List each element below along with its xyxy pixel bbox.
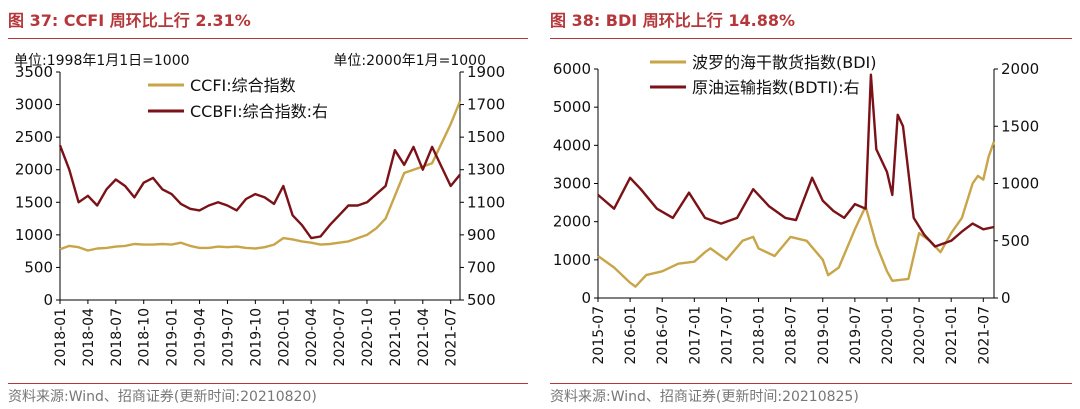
y-right-tick-label: 1500 [467,128,505,146]
y-left-tick-label: 6000 [553,60,591,78]
x-tick-label: 2018-04 [81,308,97,367]
unit-right-label: 单位:2000年1月=1000 [333,53,486,69]
x-tick-label: 2020-01 [880,306,896,365]
x-tick-label: 2021-07 [444,308,460,367]
y-right-tick-label: 0 [1001,289,1011,307]
y-left-tick-label: 500 [24,258,53,276]
y-right-tick-label: 1300 [467,161,505,179]
y-right-tick-label: 700 [467,258,496,276]
y-left-tick-label: 5000 [553,98,591,116]
x-tick-label: 2018-01 [53,308,69,367]
series-line-0 [597,141,996,288]
series-line-1 [597,73,995,248]
y-left-tick-label: 1500 [15,193,53,211]
top-rule [550,38,1072,39]
x-tick-label: 2019-04 [193,308,209,367]
y-right-tick-label: 900 [467,226,496,244]
legend-label: 波罗的海干散货指数(BDI) [692,53,877,72]
y-right-tick-label: 1100 [467,193,505,211]
unit-left-label: 单位:1998年1月1日=1000 [14,53,190,69]
y-left-tick-label: 1000 [15,226,53,244]
y-right-tick-label: 1900 [467,63,505,81]
x-tick-label: 2020-04 [304,308,320,367]
y-left-tick-label: 0 [581,289,591,307]
y-left-tick-label: 2500 [15,128,53,146]
x-tick-label: 2020-10 [360,308,376,367]
y-left-tick-label: 2000 [15,161,53,179]
bottom-rule [8,383,528,384]
y-left-tick-label: 4000 [553,136,591,154]
x-tick-label: 2020-01 [276,308,292,367]
y-left-tick-label: 0 [43,291,53,309]
figure-title: 图 37: CCFI 周环比上行 2.31% [8,11,251,30]
x-tick-label: 2017-07 [719,306,735,365]
legend-label: CCFI:综合指数 [190,76,296,95]
x-tick-label: 2019-10 [248,308,264,367]
bdi-chart: 0 1000 2000 3000 4000 5000 6000 0 500 1000 1500 200… [553,53,1039,365]
x-tick-label: 2016-07 [655,306,671,365]
x-tick-label: 2018-10 [137,308,153,367]
y-left-tick-label: 3000 [553,175,591,193]
x-tick-label: 2018-07 [784,306,800,365]
x-tick-label: 2018-07 [109,308,125,367]
x-tick-label: 2018-01 [752,306,768,365]
y-left-tick-label: 3500 [15,63,53,81]
x-tick-label: 2019-01 [165,308,181,367]
x-tick-label: 2019-07 [220,308,236,367]
x-tick-label: 2020-07 [912,306,928,365]
x-tick-label: 2016-01 [623,306,639,365]
x-tick-label: 2021-07 [976,306,992,365]
source-note: 资料来源:Wind、招商证券(更新时间:20210820) [8,389,317,405]
x-tick-label: 2017-01 [687,306,703,365]
x-tick-label: 2019-07 [848,306,864,365]
y-left-tick-label: 1000 [553,251,591,269]
series-line-1 [58,144,461,240]
legend-label: 原油运输指数(BDTI):右 [692,78,860,97]
x-tick-label: 2019-01 [816,306,832,365]
figure-38: 图 38: BDI 周环比上行 14.88% 0 1000 2000 3000 4000… [550,0,1072,409]
series-line-0 [59,100,462,252]
y-right-tick-label: 1500 [1001,117,1039,135]
figure-title: 图 38: BDI 周环比上行 14.88% [550,11,796,30]
y-right-tick-label: 500 [1001,232,1030,250]
x-tick-label: 2020-07 [332,308,348,367]
bottom-rule [550,383,1072,384]
y-left-tick-label: 2000 [553,213,591,231]
y-right-tick-label: 500 [467,291,496,309]
source-note: 资料来源:Wind、招商证券(更新时间:20210825) [550,389,859,405]
x-tick-label: 2021-01 [388,308,404,367]
legend-label: CCBFI:综合指数:右 [190,102,328,121]
top-rule [8,38,528,39]
y-right-tick-label: 2000 [1001,60,1039,78]
y-right-tick-label: 1700 [467,96,505,114]
y-right-tick-label: 1000 [1001,175,1039,193]
x-tick-label: 2015-07 [591,306,607,365]
y-left-tick-label: 3000 [15,96,53,114]
ccfi-chart: 0 500 1000 1500 2000 2500 3000 3500 500 700 900 110… [14,53,505,367]
x-tick-label: 2021-04 [416,308,432,367]
figure-37: 图 37: CCFI 周环比上行 2.31% 0 500 1000 1500 2000 2… [8,0,528,409]
x-tick-label: 2021-01 [944,306,960,365]
